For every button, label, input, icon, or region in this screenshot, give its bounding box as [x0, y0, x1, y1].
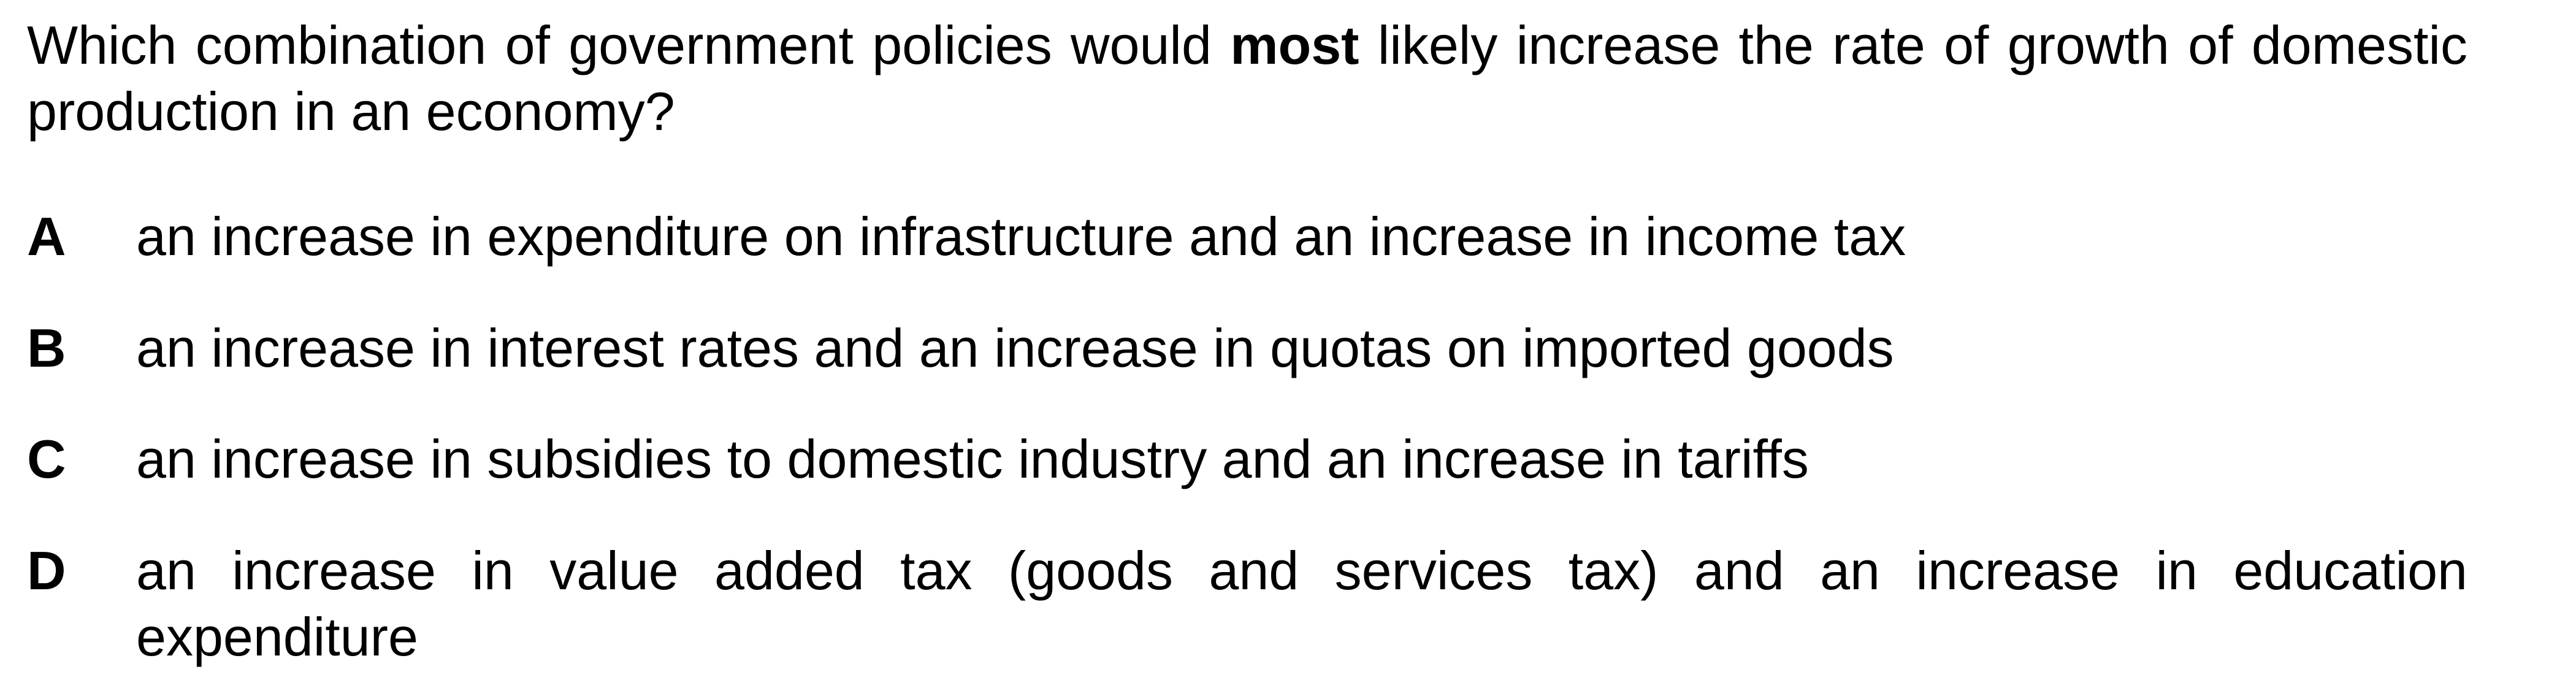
- option-letter: D: [27, 540, 66, 601]
- option-letter: A: [27, 206, 66, 267]
- option-letter: C: [27, 429, 66, 489]
- option-letter: B: [27, 318, 66, 378]
- question-emphasis: most: [1230, 15, 1359, 75]
- option-text: an increase in interest rates and an inc…: [136, 318, 1894, 378]
- option-text: an increase in expenditure on infrastruc…: [136, 206, 1906, 267]
- question-text-start: Which combination of government policies…: [27, 15, 1231, 75]
- option-text: an increase in value added tax (goods an…: [136, 540, 2467, 667]
- question-stem: Which combination of government policies…: [27, 12, 2467, 145]
- question-text-end: likely increase the rate of growth of do…: [27, 15, 2467, 142]
- option-text: an increase in subsidies to domestic ind…: [136, 429, 1809, 489]
